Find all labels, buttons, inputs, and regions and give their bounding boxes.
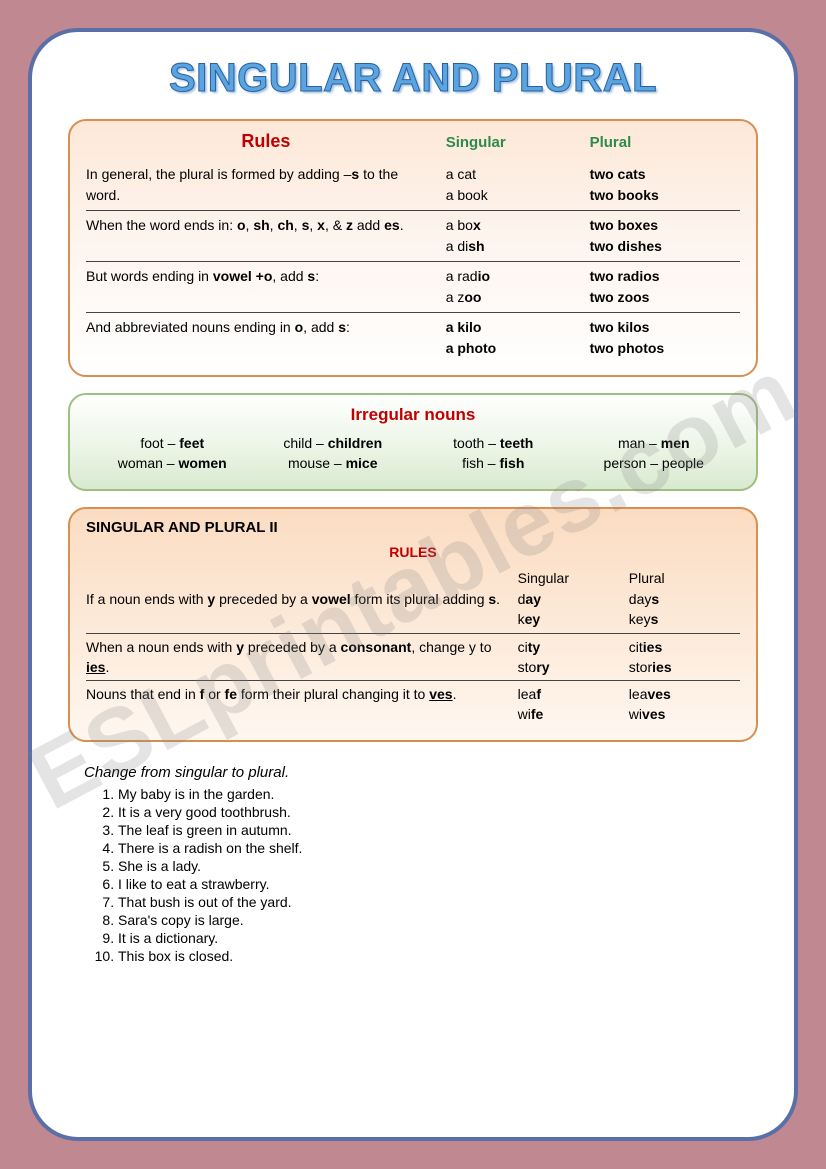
exercise-item: My baby is in the garden.	[118, 785, 764, 803]
irregular-item: mouse – mice	[253, 453, 414, 473]
irregular-heading: Irregular nouns	[86, 405, 740, 425]
irregular-item: tooth – teeth	[413, 433, 574, 453]
example2-singular: leafwife	[518, 684, 629, 725]
irregular-item: woman – women	[92, 453, 253, 473]
rules2-column-header: Singular Plural	[86, 570, 740, 586]
example2-singular: citystory	[518, 637, 629, 678]
rule-text: But words ending in vowel +o, add s:	[86, 266, 446, 308]
example2-plural: dayskeys	[629, 589, 740, 630]
page-title: SINGULAR AND PLURAL	[62, 56, 764, 101]
worksheet-page: SINGULAR AND PLURAL Rules Singular Plura…	[28, 28, 798, 1141]
exercise-item: It is a very good toothbrush.	[118, 803, 764, 821]
rule-row: But words ending in vowel +o, add s:a ra…	[86, 262, 740, 313]
exercise-item: The leaf is green in autumn.	[118, 821, 764, 839]
rule2-row: When a noun ends with y preceded by a co…	[86, 634, 740, 682]
irregular-item: foot – feet	[92, 433, 253, 453]
example-plural: two kilostwo photos	[590, 317, 740, 359]
irregular-item: person – people	[574, 453, 735, 473]
irregular-item: fish – fish	[413, 453, 574, 473]
example2-plural: leaveswives	[629, 684, 740, 725]
exercise-item: I like to eat a strawberry.	[118, 875, 764, 893]
rule2-row: Nouns that end in f or fe form their plu…	[86, 681, 740, 728]
rule2-text: Nouns that end in f or fe form their plu…	[86, 684, 518, 725]
rule-text: When the word ends in: o, sh, ch, s, x, …	[86, 215, 446, 257]
singular-column-label: Singular	[446, 134, 590, 151]
irregular-item: man – men	[574, 433, 735, 453]
rules2-singular-label: Singular	[518, 570, 629, 586]
exercise-item: There is a radish on the shelf.	[118, 839, 764, 857]
rule2-row: If a noun ends with y preceded by a vowe…	[86, 586, 740, 634]
plural-column-label: Plural	[590, 134, 740, 151]
rule-row: When the word ends in: o, sh, ch, s, x, …	[86, 211, 740, 262]
example-plural: two radiostwo zoos	[590, 266, 740, 308]
exercise-instruction: Change from singular to plural.	[84, 764, 764, 781]
rule-text: In general, the plural is formed by addi…	[86, 164, 446, 206]
exercise-item: That bush is out of the yard.	[118, 893, 764, 911]
rule2-text: If a noun ends with y preceded by a vowe…	[86, 589, 518, 630]
exercise-section: Change from singular to plural. My baby …	[84, 764, 764, 965]
rule-row: In general, the plural is formed by addi…	[86, 160, 740, 211]
rules-rows-container: In general, the plural is formed by addi…	[86, 160, 740, 363]
irregular-item: child – children	[253, 433, 414, 453]
rules2-rows-container: If a noun ends with y preceded by a vowe…	[86, 586, 740, 728]
rules-card: Rules Singular Plural In general, the pl…	[68, 119, 758, 377]
rule-text: And abbreviated nouns ending in o, add s…	[86, 317, 446, 359]
exercise-item: She is a lady.	[118, 857, 764, 875]
irregular-card: Irregular nouns foot – feetchild – child…	[68, 393, 758, 491]
exercise-item: This box is closed.	[118, 947, 764, 965]
rules-heading: Rules	[86, 131, 446, 152]
rules2-plural-label: Plural	[629, 570, 740, 586]
rules-header-row: Rules Singular Plural	[86, 131, 740, 152]
exercise-item: It is a dictionary.	[118, 929, 764, 947]
rules2-label: RULES	[86, 544, 740, 560]
example-plural: two boxestwo dishes	[590, 215, 740, 257]
rule2-text: When a noun ends with y preceded by a co…	[86, 637, 518, 678]
exercise-item: Sara's copy is large.	[118, 911, 764, 929]
irregular-grid: foot – feetchild – childrentooth – teeth…	[86, 433, 740, 477]
example-singular: a kiloa photo	[446, 317, 590, 359]
exercise-list: My baby is in the garden.It is a very go…	[118, 785, 764, 965]
example-singular: a radioa zoo	[446, 266, 590, 308]
rules2-heading: SINGULAR AND PLURAL II	[86, 519, 740, 536]
example-plural: two catstwo books	[590, 164, 740, 206]
example2-plural: citiesstories	[629, 637, 740, 678]
example2-singular: daykey	[518, 589, 629, 630]
example-singular: a boxa dish	[446, 215, 590, 257]
rule-row: And abbreviated nouns ending in o, add s…	[86, 313, 740, 363]
example-singular: a cata book	[446, 164, 590, 206]
rules2-card: SINGULAR AND PLURAL II RULES Singular Pl…	[68, 507, 758, 742]
